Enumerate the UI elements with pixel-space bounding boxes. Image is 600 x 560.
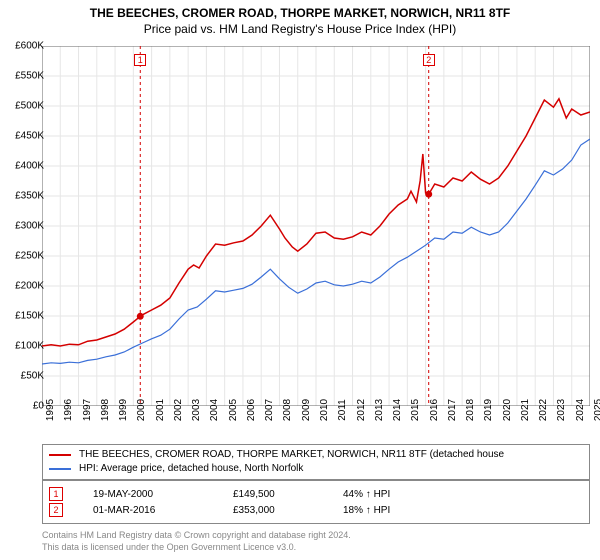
- ytick-label: £50K: [4, 371, 44, 382]
- legend-swatch-property: [49, 454, 71, 456]
- ytick-label: £450K: [4, 131, 44, 142]
- sale-row-1: 1 19-MAY-2000 £149,500 44% ↑ HPI: [49, 487, 583, 501]
- xtick-label: 1999: [118, 399, 129, 421]
- xtick-label: 2001: [155, 399, 166, 421]
- xtick-label: 2021: [520, 399, 531, 421]
- sales-table: 1 19-MAY-2000 £149,500 44% ↑ HPI 2 01-MA…: [42, 480, 590, 524]
- xtick-label: 2012: [356, 399, 367, 421]
- attribution: Contains HM Land Registry data © Crown c…: [42, 530, 590, 553]
- xtick-label: 1995: [45, 399, 56, 421]
- chart-title: THE BEECHES, CROMER ROAD, THORPE MARKET,…: [0, 6, 600, 20]
- xtick-label: 2002: [173, 399, 184, 421]
- ytick-label: £600K: [4, 41, 44, 52]
- xtick-label: 2014: [392, 399, 403, 421]
- sale-marker-2: 2: [49, 503, 63, 517]
- ytick-label: £200K: [4, 281, 44, 292]
- chart-marker-box: 1: [134, 54, 146, 66]
- chart-plot-area: [42, 46, 590, 406]
- xtick-label: 2017: [447, 399, 458, 421]
- chart-svg: [42, 46, 590, 406]
- chart-marker-box: 2: [423, 54, 435, 66]
- xtick-label: 2007: [264, 399, 275, 421]
- chart-title-block: THE BEECHES, CROMER ROAD, THORPE MARKET,…: [0, 0, 600, 36]
- xtick-label: 2010: [319, 399, 330, 421]
- xtick-label: 2019: [483, 399, 494, 421]
- xtick-label: 2024: [575, 399, 586, 421]
- sale-price-2: £353,000: [233, 505, 313, 516]
- sale-date-2: 01-MAR-2016: [93, 505, 203, 516]
- sale-price-1: £149,500: [233, 489, 313, 500]
- xtick-label: 2015: [410, 399, 421, 421]
- xtick-label: 2008: [282, 399, 293, 421]
- ytick-label: £350K: [4, 191, 44, 202]
- legend-swatch-hpi: [49, 468, 71, 470]
- legend-item-property: THE BEECHES, CROMER ROAD, THORPE MARKET,…: [49, 448, 583, 462]
- sale-diff-2: 18% ↑ HPI: [343, 505, 423, 516]
- ytick-label: £0: [4, 401, 44, 412]
- xtick-label: 2009: [301, 399, 312, 421]
- xtick-label: 2020: [502, 399, 513, 421]
- sale-date-1: 19-MAY-2000: [93, 489, 203, 500]
- sale-row-2: 2 01-MAR-2016 £353,000 18% ↑ HPI: [49, 503, 583, 517]
- ytick-label: £150K: [4, 311, 44, 322]
- xtick-label: 2000: [136, 399, 147, 421]
- legend-label-property: THE BEECHES, CROMER ROAD, THORPE MARKET,…: [79, 448, 504, 462]
- xtick-label: 2005: [228, 399, 239, 421]
- sale-marker-1: 1: [49, 487, 63, 501]
- xtick-label: 2011: [337, 399, 348, 421]
- xtick-label: 2003: [191, 399, 202, 421]
- attribution-line-1: Contains HM Land Registry data © Crown c…: [42, 530, 590, 542]
- legend: THE BEECHES, CROMER ROAD, THORPE MARKET,…: [42, 444, 590, 480]
- ytick-label: £400K: [4, 161, 44, 172]
- xtick-label: 2006: [246, 399, 257, 421]
- attribution-line-2: This data is licensed under the Open Gov…: [42, 542, 590, 554]
- xtick-label: 2004: [209, 399, 220, 421]
- ytick-label: £300K: [4, 221, 44, 232]
- xtick-label: 2025: [593, 399, 600, 421]
- xtick-label: 1996: [63, 399, 74, 421]
- legend-item-hpi: HPI: Average price, detached house, Nort…: [49, 462, 583, 476]
- xtick-label: 2018: [465, 399, 476, 421]
- ytick-label: £250K: [4, 251, 44, 262]
- xtick-label: 2022: [538, 399, 549, 421]
- xtick-label: 2023: [556, 399, 567, 421]
- ytick-label: £100K: [4, 341, 44, 352]
- sale-diff-1: 44% ↑ HPI: [343, 489, 423, 500]
- xtick-label: 2013: [374, 399, 385, 421]
- ytick-label: £550K: [4, 71, 44, 82]
- xtick-label: 2016: [429, 399, 440, 421]
- xtick-label: 1998: [100, 399, 111, 421]
- xtick-label: 1997: [82, 399, 93, 421]
- chart-subtitle: Price paid vs. HM Land Registry's House …: [0, 22, 600, 36]
- legend-label-hpi: HPI: Average price, detached house, Nort…: [79, 462, 303, 476]
- ytick-label: £500K: [4, 101, 44, 112]
